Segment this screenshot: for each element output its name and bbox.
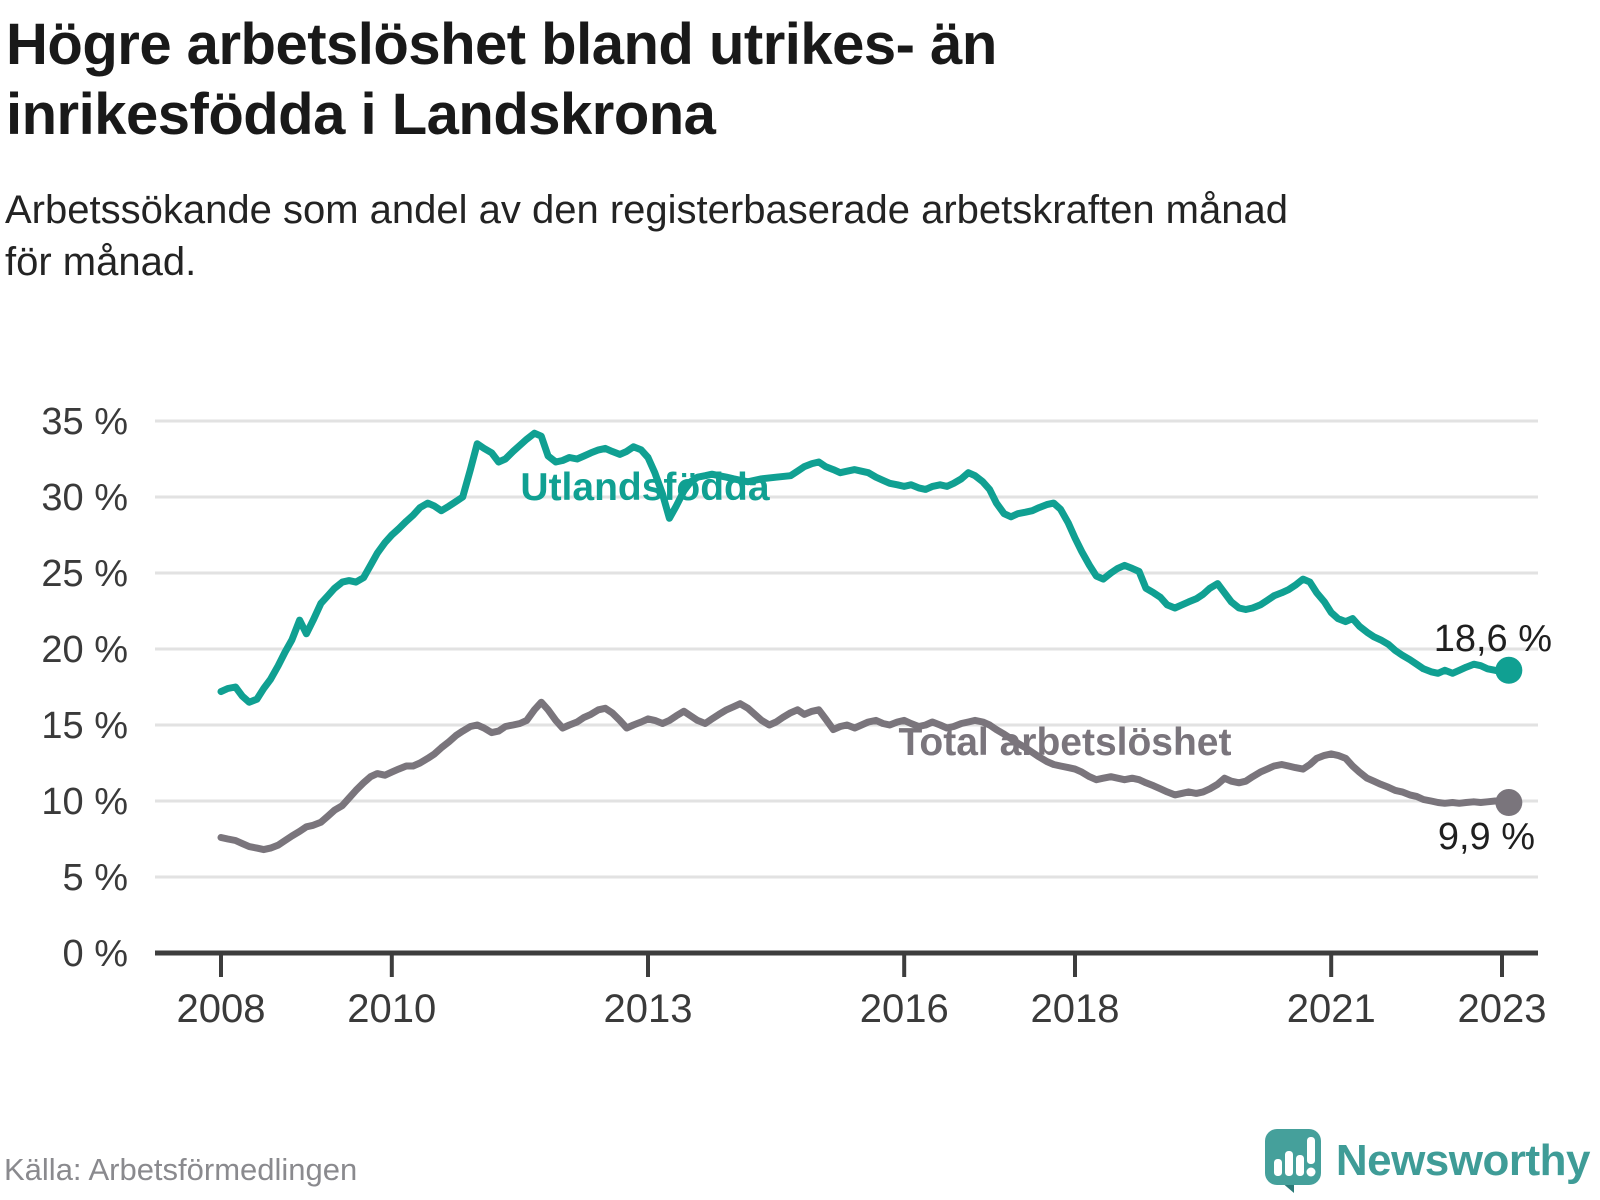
- end-value-label: 9,9 %: [1438, 816, 1535, 858]
- series-label: Utlandsfödda: [520, 466, 769, 509]
- newsworthy-logo-icon: [1264, 1129, 1321, 1193]
- axis-labels: 35 % 30 % 25 % 20 % 15 % 10 % 5 % 0 % 2008 2010 20…: [41, 401, 1546, 1031]
- logo-bar-3: [1295, 1155, 1304, 1176]
- newsworthy-logo-text: Newsworthy: [1335, 1136, 1591, 1185]
- x-axis-label: 2018: [1031, 987, 1120, 1031]
- y-axis-label: 5 %: [63, 857, 128, 899]
- y-axis-label: 15 %: [41, 705, 128, 747]
- y-axis-label: 0 %: [63, 933, 128, 975]
- page-title: Högre arbetslöshet bland utrikes- än inr…: [6, 12, 997, 147]
- y-axis-label: 30 %: [41, 477, 128, 519]
- logo-bar-2: [1284, 1151, 1293, 1176]
- y-axis-label: 25 %: [41, 553, 128, 595]
- series-line-total: [217, 698, 1513, 854]
- series-annotations: Utlandsfödda 18,6 % Total arbetslöshet 9,9 …: [520, 466, 1552, 858]
- series-end-dot-utlandsfodda: [1495, 656, 1523, 684]
- newsworthy-logo: Newsworthy: [1264, 1128, 1591, 1194]
- x-axis-label: 2008: [177, 987, 266, 1031]
- page-subtitle: Arbetssökande som andel av den registerb…: [5, 188, 1288, 284]
- x-axis-label: 2023: [1458, 987, 1547, 1031]
- series-end-dot-total: [1495, 789, 1523, 817]
- y-axis-label: 35 %: [41, 401, 128, 443]
- logo-exclamation-bar: [1306, 1137, 1315, 1164]
- x-axis-label: 2010: [347, 987, 436, 1031]
- series-line-utlandsfodda: [217, 429, 1513, 706]
- y-axis-label: 10 %: [41, 781, 128, 823]
- x-axis-label: 2021: [1287, 987, 1376, 1031]
- logo-bar-1: [1273, 1159, 1282, 1176]
- x-axis-label: 2016: [860, 987, 949, 1031]
- end-value-label: 18,6 %: [1434, 618, 1552, 660]
- logo-exclamation-dot: [1306, 1167, 1316, 1177]
- y-axis-label: 20 %: [41, 629, 128, 671]
- x-axis-label: 2013: [604, 987, 693, 1031]
- x-axis: [155, 950, 1538, 977]
- gridlines: [155, 419, 1538, 879]
- series-label: Total arbetslöshet: [898, 721, 1231, 764]
- data-series: [217, 429, 1523, 854]
- source-note: Källa: Arbetsförmedlingen: [4, 1152, 358, 1187]
